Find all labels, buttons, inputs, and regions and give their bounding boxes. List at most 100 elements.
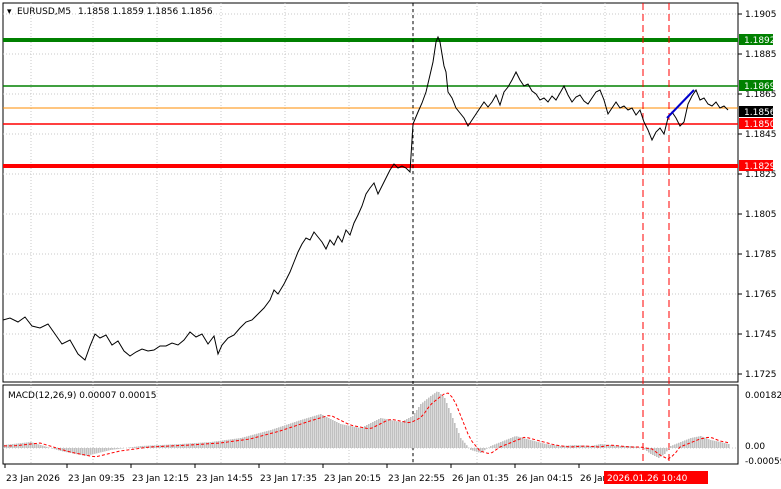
macd-bar — [100, 448, 102, 453]
macd-bar — [396, 421, 398, 448]
macd-bar — [382, 418, 384, 448]
price-axis: 1.1905 1.1885 1.1865 1.1845 1.1825 1.1805 1.17… — [738, 10, 777, 380]
time-tick-label: 23 Jan 17:35 — [260, 474, 317, 484]
macd-bar — [72, 448, 74, 454]
macd-bar — [214, 441, 216, 448]
macd-bar — [416, 410, 418, 448]
macd-bar — [598, 444, 600, 448]
macd-bar — [570, 445, 572, 448]
macd-bar — [188, 443, 190, 448]
macd-bar — [364, 426, 366, 448]
macd-bar — [26, 442, 28, 448]
macd-bar — [56, 448, 58, 450]
macd-bar — [200, 442, 202, 448]
macd-bar — [666, 448, 668, 452]
macd-bar — [228, 439, 230, 448]
macd-bar — [702, 436, 704, 448]
price-tick-label: 1.1885 — [745, 50, 777, 60]
macd-bar — [24, 442, 26, 448]
level-tag-label: 1.1869 — [744, 82, 776, 92]
macd-bar — [220, 440, 222, 448]
macd-bar — [658, 448, 660, 458]
macd-bar — [120, 448, 122, 449]
macd-bar — [108, 448, 110, 451]
macd-bar — [236, 438, 238, 448]
macd-bar — [132, 447, 134, 448]
macd-bar — [506, 439, 508, 448]
macd-bar — [102, 448, 104, 452]
macd-bar — [68, 448, 70, 453]
macd-bar — [80, 448, 82, 455]
macd-bar — [64, 448, 66, 452]
macd-bar — [646, 448, 648, 451]
macd-bar — [712, 440, 714, 448]
macd-bar — [314, 415, 316, 448]
macd-bar — [692, 437, 694, 448]
price-line — [2, 35, 729, 361]
macd-bar — [242, 437, 244, 448]
macd-bar — [526, 438, 528, 448]
macd-bar — [644, 448, 646, 450]
main-chart-frame — [2, 2, 739, 383]
macd-bar — [8, 444, 10, 448]
macd-bar — [296, 421, 298, 448]
macd-bar — [408, 418, 410, 448]
macd-bar — [652, 448, 654, 455]
macd-bar — [146, 445, 148, 448]
macd-bar — [696, 436, 698, 448]
macd-bar — [376, 420, 378, 448]
macd-bar — [450, 413, 452, 448]
macd-bar — [318, 414, 320, 448]
macd-bar — [114, 448, 116, 450]
macd-bar — [82, 448, 84, 456]
macd-bar — [86, 448, 88, 456]
macd-bar — [524, 438, 526, 448]
macd-bar — [530, 440, 532, 448]
macd-bar — [262, 432, 264, 448]
price-tick-label: 1.1845 — [745, 130, 777, 140]
symbol-dropdown-icon[interactable]: ▾ — [7, 7, 12, 17]
macd-bar — [674, 444, 676, 448]
macd-bar — [532, 440, 534, 448]
macd-bar — [256, 433, 258, 448]
macd-bar — [394, 420, 396, 448]
macd-bar — [324, 416, 326, 448]
macd-bar — [292, 422, 294, 448]
macd-bar — [442, 396, 444, 448]
macd-bar — [310, 417, 312, 448]
macd-bar — [370, 423, 372, 448]
macd-bar — [458, 433, 460, 448]
macd-bar — [264, 431, 266, 448]
macd-bar — [686, 439, 688, 448]
macd-bar — [142, 445, 144, 448]
macd-bar — [720, 442, 722, 448]
macd-bar — [12, 444, 14, 448]
macd-bar — [488, 447, 490, 448]
level-tag-label: 1.1829 — [744, 162, 776, 172]
macd-bar — [542, 443, 544, 448]
macd-bar — [554, 445, 556, 448]
macd-bar — [164, 444, 166, 448]
trend-line[interactable] — [666, 89, 695, 119]
macd-bar — [348, 425, 350, 448]
price-tick-label: 1.1745 — [745, 330, 777, 340]
time-tick-label: 26 Jan 04:15 — [516, 474, 573, 484]
macd-bar — [624, 446, 626, 448]
price-tick-label: 1.1825 — [745, 170, 777, 180]
macd-bar — [604, 444, 606, 448]
macd-bar — [88, 448, 90, 456]
time-tick-label: 23 Jan 22:55 — [388, 474, 445, 484]
macd-bar — [232, 439, 234, 448]
macd-bar — [150, 445, 152, 448]
macd-bar — [462, 440, 464, 448]
macd-bar — [518, 436, 520, 448]
macd-bar — [484, 448, 486, 451]
macd-bar — [210, 442, 212, 448]
macd-bar — [610, 445, 612, 448]
macd-bar — [94, 448, 96, 454]
macd-bar — [428, 397, 430, 448]
macd-bar — [180, 444, 182, 448]
macd-bar — [634, 446, 636, 448]
macd-bar — [138, 446, 140, 448]
